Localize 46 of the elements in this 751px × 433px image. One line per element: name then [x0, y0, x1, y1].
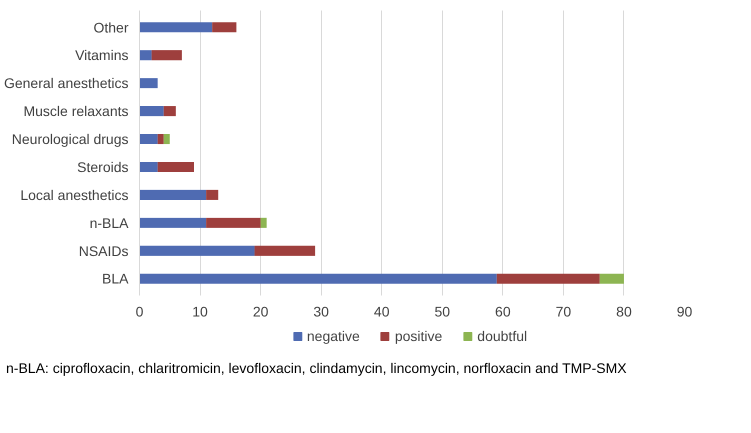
x-tick-label: 20: [252, 304, 269, 320]
bar: [158, 134, 164, 144]
bar: [212, 22, 236, 32]
y-tick-label: Steroids: [77, 158, 128, 175]
y-tick-label: BLA: [102, 270, 130, 287]
bar: [140, 78, 158, 88]
x-tick-label: 0: [136, 304, 144, 320]
bar: [600, 274, 624, 284]
x-tick-label: 10: [192, 304, 208, 320]
x-tick-label: 50: [434, 304, 450, 320]
x-tick-label: 40: [374, 304, 390, 320]
bar: [140, 106, 164, 116]
bar: [140, 22, 212, 32]
x-tick-label: 60: [495, 304, 511, 320]
legend-label: negative: [306, 328, 360, 344]
y-tick-label: Muscle relaxants: [23, 103, 129, 120]
bar: [140, 162, 158, 172]
bar: [140, 190, 206, 200]
x-tick-label: 70: [556, 304, 572, 320]
y-tick-label: n-BLA: [90, 214, 130, 231]
x-tick-label: 90: [676, 304, 692, 320]
bar: [206, 190, 218, 200]
bar: [164, 134, 170, 144]
y-tick-label: Other: [93, 19, 129, 36]
legend-label: doubtful: [477, 328, 528, 344]
bar: [496, 274, 600, 284]
y-tick-label: General anesthetics: [4, 75, 129, 92]
bar: [164, 106, 176, 116]
bar: [254, 246, 316, 256]
y-tick-label: Neurological drugs: [12, 131, 129, 148]
legend-label: positive: [394, 328, 442, 344]
bar: [158, 162, 194, 172]
x-tick-label: 80: [616, 304, 632, 320]
y-tick-label: Local anesthetics: [20, 186, 129, 203]
bar: [140, 246, 255, 256]
y-tick-label: NSAIDs: [78, 242, 129, 259]
bar: [140, 50, 152, 60]
bar: [206, 218, 261, 228]
y-tick-label: Vitamins: [75, 47, 129, 64]
x-tick-label: 30: [313, 304, 330, 320]
bar: [140, 134, 158, 144]
bar: [140, 274, 497, 284]
bar: [140, 218, 206, 228]
bar: [152, 50, 182, 60]
text: n-BLA: ciprofloxacin, chlaritromicin, levofloxacin, clindamycin, lincomycin, norfloxacin and TMP-SMX: [6, 359, 627, 378]
bar: [260, 218, 267, 228]
